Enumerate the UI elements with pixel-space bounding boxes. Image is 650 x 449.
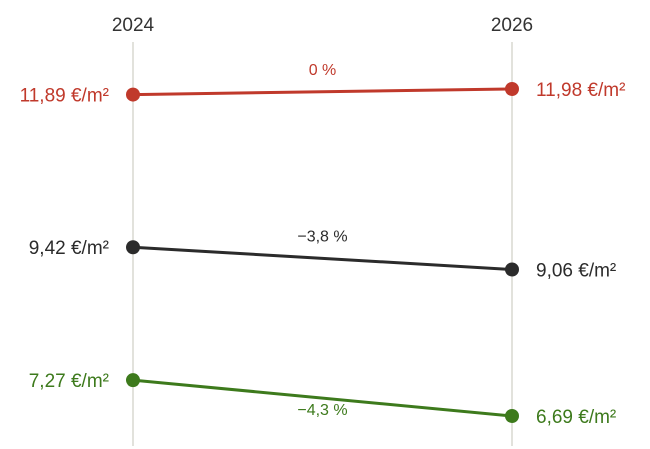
series-2: 7,27 €/m² 6,69 €/m² −4,3 % — [29, 371, 617, 428]
change-label: −4,3 % — [297, 402, 347, 419]
point-end — [505, 409, 519, 423]
point-start — [126, 373, 140, 388]
series-0: 11,89 €/m² 11,98 €/m² 0 % — [20, 62, 626, 107]
year-label-2026: 2026 — [491, 15, 533, 36]
year-label-2024: 2024 — [112, 15, 155, 36]
point-end — [505, 262, 519, 277]
series-layer: 11,89 €/m² 11,98 €/m² 0 % 9,42 €/m² 9,06 €/m… — [20, 62, 626, 428]
change-label: 0 % — [309, 62, 337, 79]
series-1: 9,42 €/m² 9,06 €/m² −3,8 % — [29, 228, 617, 281]
point-start — [126, 87, 140, 102]
change-label: −3,8 % — [297, 228, 347, 245]
series-line — [132, 378, 513, 418]
series-line — [132, 245, 513, 271]
value-label-start: 7,27 €/m² — [29, 371, 109, 392]
value-label-end: 11,98 €/m² — [536, 80, 625, 101]
point-end — [505, 82, 519, 96]
value-label-start: 9,42 €/m² — [29, 238, 109, 259]
point-start — [126, 240, 140, 255]
series-line — [132, 87, 513, 97]
value-label-end: 6,69 €/m² — [536, 407, 616, 428]
value-label-end: 9,06 €/m² — [536, 260, 616, 281]
value-label-start: 11,89 €/m² — [20, 86, 109, 107]
